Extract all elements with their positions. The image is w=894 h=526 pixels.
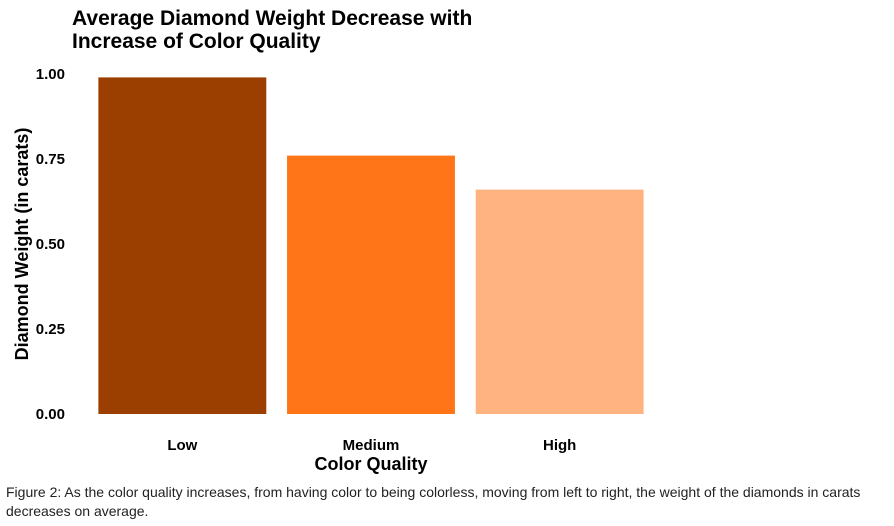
x-tick-label: Low	[167, 437, 197, 454]
chart-title-line-1: Average Diamond Weight Decrease with	[72, 7, 472, 30]
figure-caption: Figure 2: As the color quality increases…	[6, 484, 861, 519]
y-tick-label: 0.00	[36, 406, 65, 423]
y-axis-ticks: 0.00 0.25 0.50 0.75 1.00	[36, 66, 65, 423]
bars-group	[98, 77, 644, 415]
y-tick-label: 0.50	[36, 236, 65, 253]
x-tick-label: Medium	[343, 437, 400, 454]
bar-high	[475, 189, 644, 414]
bar-medium	[287, 155, 455, 414]
x-axis-ticks: Low Medium High	[167, 437, 576, 454]
x-axis-label: Color Quality	[314, 454, 427, 474]
y-axis-label: Diamond Weight (in carats)	[12, 128, 32, 361]
y-tick-label: 0.75	[36, 151, 65, 168]
x-tick-label: High	[543, 437, 576, 454]
y-tick-label: 0.25	[36, 321, 65, 338]
chart-title-line-2: Increase of Color Quality	[72, 30, 321, 53]
bar-low	[98, 77, 267, 415]
bar-chart: Average Diamond Weight Decrease with Inc…	[12, 7, 644, 474]
y-tick-label: 1.00	[36, 66, 65, 83]
